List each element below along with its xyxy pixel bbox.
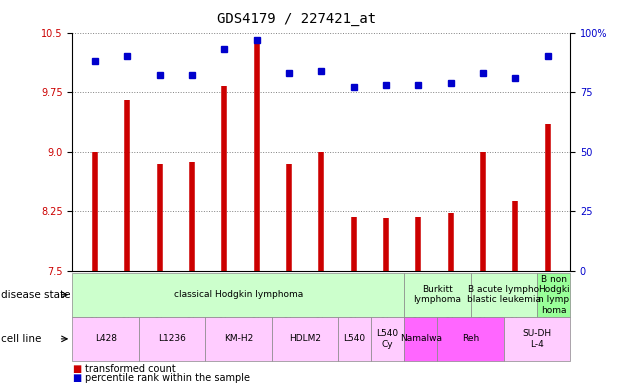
Text: B acute lympho
blastic leukemia: B acute lympho blastic leukemia: [467, 285, 541, 305]
Text: L1236: L1236: [158, 334, 186, 343]
Text: cell line: cell line: [1, 334, 41, 344]
Text: B non
Hodgki
n lymp
homa: B non Hodgki n lymp homa: [538, 275, 570, 315]
Text: classical Hodgkin lymphoma: classical Hodgkin lymphoma: [174, 290, 303, 299]
Text: Reh: Reh: [462, 334, 479, 343]
Text: SU-DH
L-4: SU-DH L-4: [522, 329, 551, 349]
Text: KM-H2: KM-H2: [224, 334, 253, 343]
Text: percentile rank within the sample: percentile rank within the sample: [85, 373, 250, 383]
Text: Namalwa: Namalwa: [400, 334, 442, 343]
Text: Burkitt
lymphoma: Burkitt lymphoma: [413, 285, 461, 305]
Text: L540
Cy: L540 Cy: [377, 329, 399, 349]
Text: disease state: disease state: [1, 290, 70, 300]
Text: transformed count: transformed count: [85, 364, 176, 374]
Text: L540: L540: [343, 334, 365, 343]
Text: L428: L428: [94, 334, 117, 343]
Text: ■: ■: [72, 373, 82, 383]
Text: HDLM2: HDLM2: [289, 334, 321, 343]
Text: GDS4179 / 227421_at: GDS4179 / 227421_at: [217, 12, 376, 25]
Text: ■: ■: [72, 364, 82, 374]
